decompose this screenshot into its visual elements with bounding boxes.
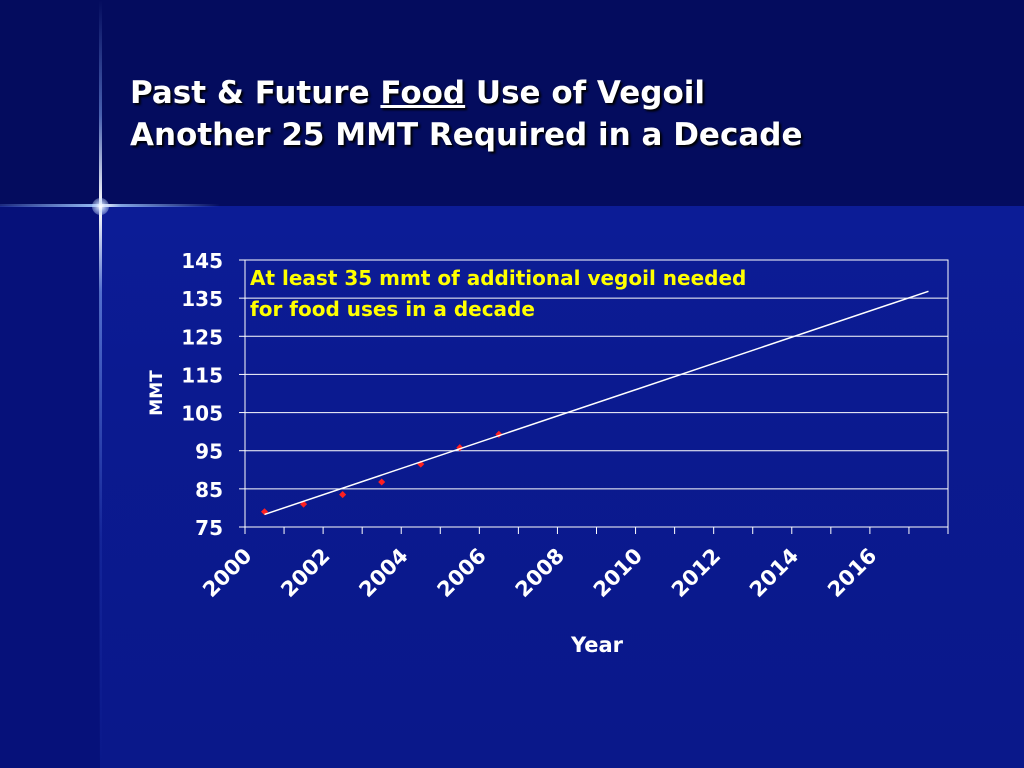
left-band xyxy=(0,206,100,768)
x-tick-label-2012: 2012 xyxy=(667,544,725,602)
x-tick-label-2000: 2000 xyxy=(198,544,256,602)
x-tick-label-2014: 2014 xyxy=(745,544,803,602)
y-tick-label-145: 145 xyxy=(181,249,223,273)
x-tick-marks xyxy=(244,527,949,534)
y-tick-label-105: 105 xyxy=(181,402,223,426)
trendline xyxy=(264,290,929,516)
star-decoration-vertical xyxy=(99,0,102,768)
star-decoration-horizontal xyxy=(0,204,220,207)
x-tick-label-2010: 2010 xyxy=(589,544,647,602)
annotation-line1: At least 35 mmt of additional vegoil nee… xyxy=(250,266,746,290)
x-tick-label-2006: 2006 xyxy=(433,544,491,602)
x-axis-label: Year xyxy=(570,633,624,657)
title-line1-underlined: Food xyxy=(380,75,466,111)
y-tick-labels: 75 85 95 105 115 125 135 145 xyxy=(181,249,245,540)
x-tick-label-2002: 2002 xyxy=(276,544,334,602)
y-axis-label: MMT xyxy=(147,370,167,416)
title-line1-pre: Past & Future xyxy=(130,75,381,111)
data-point-3 xyxy=(378,478,386,486)
title-line1-post: Use of Vegoil xyxy=(465,75,705,111)
y-tick-label-115: 115 xyxy=(181,363,223,387)
y-tick-label-125: 125 xyxy=(181,325,223,349)
annotation-line2: for food uses in a decade xyxy=(250,297,535,321)
header-band xyxy=(0,0,1024,206)
x-tick-label-2004: 2004 xyxy=(354,544,412,602)
y-tick-label-135: 135 xyxy=(181,287,223,311)
x-tick-label-2016: 2016 xyxy=(823,544,881,602)
y-tick-label-95: 95 xyxy=(195,440,223,464)
star-decoration-glow xyxy=(92,198,109,215)
title-line2: Another 25 MMT Required in a Decade xyxy=(130,117,803,153)
x-tick-label-2008: 2008 xyxy=(511,544,569,602)
data-point-2 xyxy=(339,491,347,499)
series-layer xyxy=(260,290,929,516)
y-tick-label-75: 75 xyxy=(195,516,223,540)
grid-layer xyxy=(245,297,948,490)
x-tick-labels: 2000 2002 2004 2006 2008 2010 2012 2014 2016 xyxy=(198,544,881,602)
y-tick-label-85: 85 xyxy=(195,478,223,502)
slide-title: Past & Future Food Use of Vegoil Another… xyxy=(130,72,802,156)
